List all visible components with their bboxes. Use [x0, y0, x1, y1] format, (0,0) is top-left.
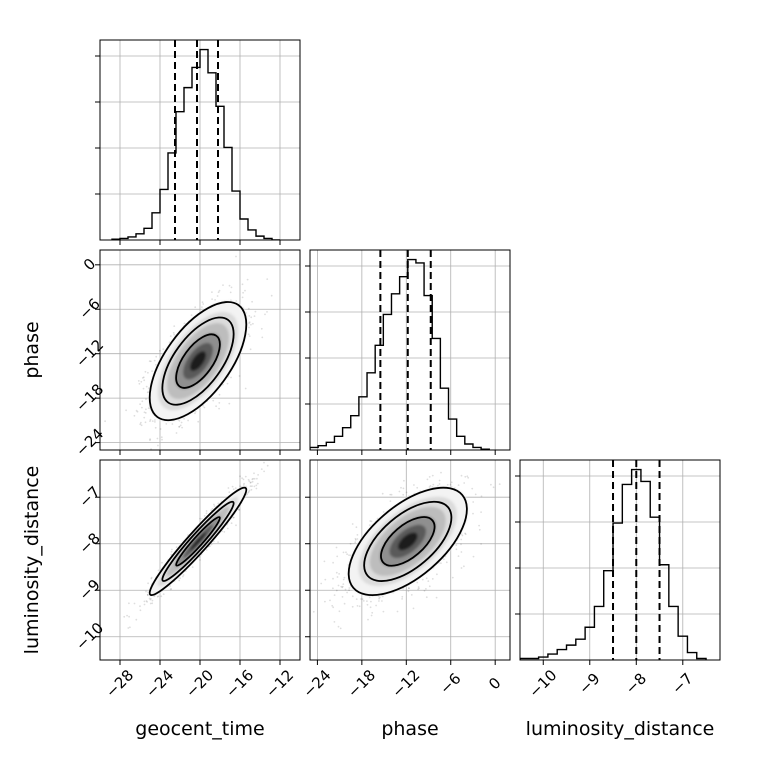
x-tick-label: −16: [222, 666, 257, 701]
x-tick-label: −28: [102, 666, 137, 701]
x-tick-label: −20: [182, 666, 217, 701]
x-tick-label: −10: [525, 666, 560, 701]
panel-frame: [519, 459, 721, 661]
x-tick-label: −9: [575, 669, 603, 697]
panel-luminosity-distance-phase: −24 −18 −12 −6 0: [299, 459, 511, 701]
contour-1: [148, 486, 248, 597]
histogram-phase: [310, 258, 490, 450]
x-tick-label: −6: [436, 669, 464, 697]
panel-geocent-time-geocent-time: [95, 39, 301, 245]
x-axis-label-phase: phase: [381, 718, 438, 740]
x-axis-label-luminosity-distance: luminosity_distance: [526, 718, 715, 740]
x-tick-label: −7: [668, 669, 696, 697]
x-tick-label: −12: [262, 666, 297, 701]
y-axis-label-phase: phase: [21, 321, 43, 378]
histogram-geocent-time: [111, 48, 280, 240]
contour-1: [347, 486, 468, 597]
contour-1: [148, 301, 248, 422]
x-tick-label: −18: [344, 666, 379, 701]
panel-frame: [99, 39, 301, 241]
contour-3: [175, 516, 221, 567]
contour-2: [161, 316, 235, 406]
y-tick-label: −24: [72, 425, 107, 460]
y-axis-label-luminosity-distance: luminosity_distance: [21, 466, 43, 655]
x-tick-label: −24: [142, 666, 177, 701]
x-tick-label: −8: [622, 669, 650, 697]
y-tick-label: −12: [72, 336, 107, 371]
panel-frame: [99, 249, 301, 451]
contour-2: [161, 500, 235, 582]
density-fill: [148, 486, 248, 597]
panel-frame: [309, 249, 511, 451]
contour-3: [175, 333, 221, 389]
panel-luminosity-distance-luminosity-distance: −10 −9 −8 −7: [515, 459, 721, 701]
y-tick-label: −18: [72, 380, 107, 415]
panel-frame: [99, 459, 301, 661]
density-fill: [347, 486, 469, 597]
x-axis-label-geocent-time: geocent_time: [135, 718, 264, 740]
contour-2: [363, 500, 453, 582]
y-tick-label: −10: [72, 619, 107, 654]
x-tick-label: 0: [485, 674, 504, 693]
panel-luminosity-distance-geocent-time: −10−9−8−7−28 −24 −20 −16 −12: [72, 459, 301, 701]
x-tick-label: −12: [388, 666, 423, 701]
contour-3: [380, 516, 436, 567]
x-tick-label: −24: [299, 666, 334, 701]
panel-frame: [309, 459, 511, 661]
panel-phase-phase: [305, 249, 511, 455]
panel-phase-geocent-time: −24−18−12−60: [72, 249, 301, 460]
histogram-luminosity-distance: [520, 468, 707, 660]
